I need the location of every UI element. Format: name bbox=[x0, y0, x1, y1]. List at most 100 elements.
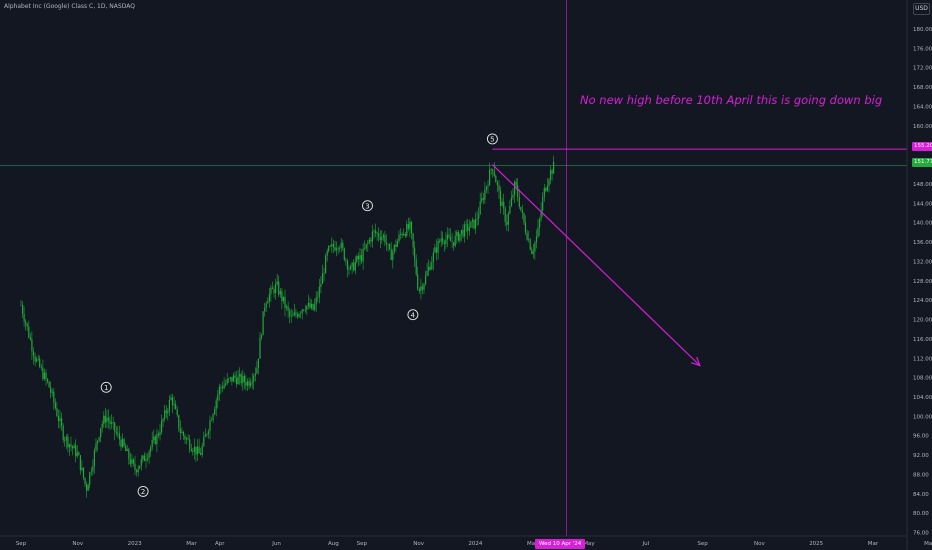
crosshair-date-label: Wed 10 Apr '24 bbox=[535, 539, 586, 549]
candle-body bbox=[389, 244, 391, 250]
candle-body bbox=[118, 433, 120, 440]
candle-body bbox=[479, 201, 481, 215]
candle-body bbox=[446, 234, 448, 240]
candle-body bbox=[478, 214, 480, 219]
time-tick-label: Jun bbox=[271, 541, 281, 547]
candle-body bbox=[82, 467, 85, 478]
candle-body bbox=[309, 303, 311, 308]
candle-body bbox=[236, 378, 238, 385]
candle-body bbox=[37, 358, 39, 360]
candle-body bbox=[64, 439, 66, 441]
candle-body bbox=[251, 381, 253, 384]
candle-body bbox=[79, 455, 81, 471]
candle-body bbox=[520, 206, 522, 210]
candle-body bbox=[368, 239, 370, 243]
candle-body bbox=[121, 439, 124, 447]
candle-body bbox=[315, 297, 317, 305]
candle-body bbox=[398, 234, 400, 242]
candle-body bbox=[431, 262, 433, 270]
candle-body bbox=[106, 417, 108, 423]
candle-body bbox=[495, 176, 497, 183]
candle-body bbox=[57, 416, 60, 421]
candle-body bbox=[306, 305, 308, 310]
candle-body bbox=[484, 189, 486, 200]
wave-label-number: 5 bbox=[490, 136, 494, 144]
candle-body bbox=[109, 420, 111, 424]
candle-body bbox=[181, 431, 183, 433]
time-tick-label: Sep bbox=[357, 541, 368, 547]
candle-body bbox=[65, 436, 67, 441]
candle-body bbox=[100, 428, 102, 438]
time-axis[interactable]: Sep Nov 2023 Mar Apr Jun Aug Sep Nov 2024 Mar May Ju… bbox=[16, 541, 932, 547]
candle-body bbox=[346, 260, 349, 270]
candle-body bbox=[240, 374, 242, 384]
time-tick-label: May bbox=[583, 541, 595, 547]
wave-label-number: 1 bbox=[104, 384, 108, 392]
candle-body bbox=[303, 309, 305, 311]
price-tick-label: 88.00 bbox=[913, 473, 929, 479]
trend-arrow-head bbox=[691, 356, 701, 367]
candle-body bbox=[145, 459, 147, 461]
candle-body bbox=[376, 233, 378, 234]
candle-body bbox=[43, 372, 45, 379]
candle-body bbox=[418, 288, 420, 291]
wave-label-number: 2 bbox=[141, 488, 145, 496]
candle-body bbox=[22, 305, 24, 314]
current-price-tag: 151.77 bbox=[912, 158, 932, 167]
candle-body bbox=[434, 247, 436, 253]
candle-body bbox=[339, 247, 341, 249]
trend-arrow-line bbox=[491, 164, 701, 366]
candle-body bbox=[95, 443, 97, 451]
candle-body bbox=[335, 248, 338, 251]
candle-body bbox=[354, 261, 356, 271]
symbol-title[interactable]: Alphabet Inc (Google) Class C, 1D, NASDA… bbox=[4, 3, 135, 10]
candle-body bbox=[474, 219, 477, 229]
candle-body bbox=[359, 255, 361, 260]
candle-body bbox=[464, 224, 466, 237]
price-tick-label: 140.00 bbox=[913, 221, 932, 227]
candle-body bbox=[373, 230, 375, 232]
candle-body bbox=[384, 235, 386, 243]
candle-body bbox=[381, 237, 383, 241]
candle-body bbox=[59, 418, 61, 421]
candle-body bbox=[426, 271, 428, 276]
candle-body bbox=[28, 326, 30, 338]
candle-body bbox=[514, 181, 516, 195]
candle-body bbox=[310, 303, 313, 308]
candle-body bbox=[537, 227, 539, 237]
candle-body bbox=[250, 383, 252, 386]
candle-body bbox=[187, 438, 189, 440]
time-tick-label: Mar bbox=[868, 541, 879, 547]
price-tick-label: 132.00 bbox=[913, 259, 932, 265]
candle-body bbox=[360, 255, 363, 262]
candle-body bbox=[409, 221, 411, 229]
candle-body bbox=[156, 433, 158, 444]
currency-button[interactable]: USD bbox=[913, 3, 930, 15]
candle-body bbox=[293, 312, 295, 316]
price-tick-label: 176.00 bbox=[913, 46, 932, 52]
annotation-text[interactable]: No new high before 10th April this is go… bbox=[580, 93, 883, 107]
time-tick-label: Apr bbox=[215, 541, 225, 547]
candle-body bbox=[123, 439, 125, 446]
candle-body bbox=[198, 446, 200, 454]
candle-body bbox=[165, 410, 167, 414]
candle-body bbox=[203, 436, 205, 446]
candle-body bbox=[184, 435, 186, 440]
candle-body bbox=[439, 240, 441, 242]
candle-body bbox=[229, 377, 231, 379]
candle-body bbox=[112, 422, 114, 423]
candle-body bbox=[279, 291, 281, 295]
candle-body bbox=[551, 170, 553, 174]
candle-body bbox=[207, 431, 209, 435]
candle-body bbox=[117, 432, 119, 434]
candle-body bbox=[170, 397, 172, 400]
candle-body bbox=[267, 301, 269, 304]
candle-body bbox=[526, 232, 528, 240]
candle-body bbox=[496, 182, 498, 185]
candle-body bbox=[499, 190, 502, 206]
candle-body bbox=[334, 247, 336, 251]
price-tick-label: 92.00 bbox=[913, 453, 929, 459]
candle-body bbox=[268, 294, 270, 302]
candle-body bbox=[129, 459, 131, 464]
